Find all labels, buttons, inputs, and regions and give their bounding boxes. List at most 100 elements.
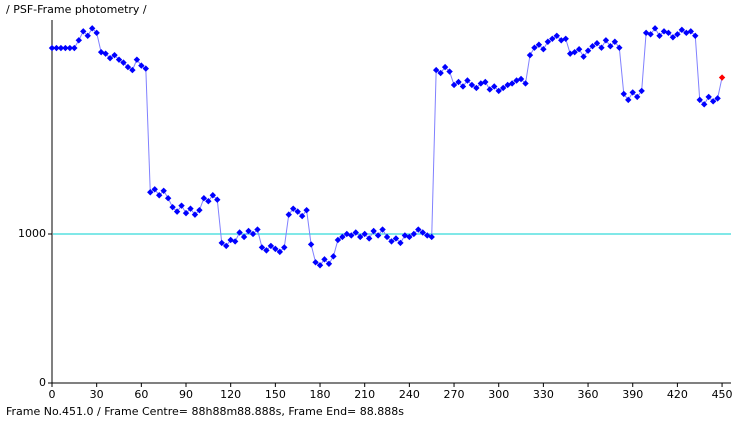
data-point bbox=[379, 226, 386, 233]
data-point bbox=[156, 192, 163, 199]
data-point bbox=[508, 80, 516, 87]
data-point bbox=[450, 81, 458, 89]
data-point bbox=[142, 65, 150, 72]
data-point bbox=[115, 56, 123, 63]
data-point bbox=[124, 63, 132, 71]
data-point bbox=[513, 77, 520, 84]
data-point bbox=[57, 44, 65, 52]
data-point bbox=[584, 47, 592, 54]
data-point bbox=[683, 29, 690, 37]
data-point bbox=[598, 44, 605, 51]
x-tick-label: 210 bbox=[354, 388, 375, 401]
data-point bbox=[401, 232, 409, 239]
data-point bbox=[75, 37, 83, 44]
data-point bbox=[549, 35, 556, 42]
data-point bbox=[383, 233, 391, 241]
data-point bbox=[218, 239, 225, 247]
data-point bbox=[531, 44, 538, 51]
data-point bbox=[633, 93, 641, 101]
data-point bbox=[321, 256, 328, 263]
data-point bbox=[240, 233, 248, 241]
data-point bbox=[200, 195, 208, 202]
data-point bbox=[656, 32, 663, 39]
data-point bbox=[441, 63, 449, 71]
data-point bbox=[267, 242, 275, 250]
data-point bbox=[307, 241, 315, 248]
x-tick-label: 0 bbox=[49, 388, 56, 401]
data-point bbox=[692, 32, 699, 39]
data-point bbox=[580, 53, 587, 60]
x-tick-label: 30 bbox=[90, 388, 104, 401]
data-point bbox=[330, 253, 337, 260]
x-tick-label: 60 bbox=[134, 388, 148, 401]
status-bar: Frame No.451.0 / Frame Centre= 88h88m88.… bbox=[6, 405, 404, 418]
data-point bbox=[714, 95, 721, 102]
data-point bbox=[370, 227, 377, 235]
data-point bbox=[535, 41, 543, 48]
data-point bbox=[705, 93, 712, 101]
data-point bbox=[486, 86, 493, 93]
data-point bbox=[361, 230, 368, 238]
data-point bbox=[312, 259, 319, 266]
data-point bbox=[669, 34, 677, 41]
data-point bbox=[428, 233, 435, 241]
data-point bbox=[62, 44, 69, 52]
data-point bbox=[334, 236, 342, 244]
data-point bbox=[540, 46, 547, 53]
data-point bbox=[415, 226, 422, 233]
data-point bbox=[526, 51, 534, 59]
data-point bbox=[388, 238, 395, 245]
x-tick-label: 240 bbox=[399, 388, 420, 401]
data-point bbox=[517, 75, 525, 83]
data-point bbox=[325, 260, 333, 267]
data-point bbox=[245, 227, 252, 235]
x-tick-label: 90 bbox=[179, 388, 193, 401]
data-point bbox=[651, 25, 659, 32]
data-point bbox=[263, 247, 270, 254]
data-point bbox=[495, 87, 502, 95]
data-point bbox=[281, 244, 288, 251]
data-point bbox=[48, 44, 56, 52]
data-point bbox=[214, 196, 221, 203]
data-point bbox=[593, 40, 601, 47]
data-point bbox=[223, 242, 230, 250]
y-tick-label: 0 bbox=[39, 376, 46, 389]
data-point bbox=[647, 31, 654, 38]
x-tick-label: 360 bbox=[578, 388, 599, 401]
data-point bbox=[120, 59, 127, 66]
data-point bbox=[164, 195, 172, 202]
data-point bbox=[316, 262, 324, 269]
x-tick-label: 450 bbox=[712, 388, 733, 401]
data-point bbox=[365, 235, 373, 242]
x-tick-label: 180 bbox=[310, 388, 331, 401]
data-point bbox=[298, 212, 306, 220]
data-point bbox=[209, 192, 217, 199]
data-point bbox=[133, 56, 141, 63]
data-point bbox=[151, 186, 158, 193]
data-point bbox=[182, 209, 190, 217]
data-point bbox=[459, 83, 467, 90]
data-point bbox=[231, 238, 239, 245]
data-point bbox=[80, 28, 87, 35]
data-point bbox=[160, 187, 167, 194]
data-point bbox=[66, 44, 74, 52]
data-point bbox=[616, 44, 623, 51]
data-point bbox=[187, 205, 194, 212]
data-point bbox=[254, 226, 261, 233]
data-point bbox=[339, 233, 346, 241]
data-point bbox=[102, 50, 109, 57]
data-point bbox=[455, 78, 462, 86]
x-tick-label: 390 bbox=[622, 388, 643, 401]
data-point bbox=[437, 69, 444, 77]
data-point bbox=[482, 78, 489, 86]
data-point bbox=[71, 44, 78, 52]
data-point bbox=[348, 232, 355, 239]
data-point bbox=[173, 208, 181, 215]
data-point bbox=[432, 66, 440, 74]
data-point bbox=[53, 44, 60, 52]
data-point bbox=[392, 235, 400, 242]
data-point bbox=[687, 28, 694, 35]
data-point bbox=[464, 77, 471, 84]
light-curve bbox=[52, 27, 723, 266]
